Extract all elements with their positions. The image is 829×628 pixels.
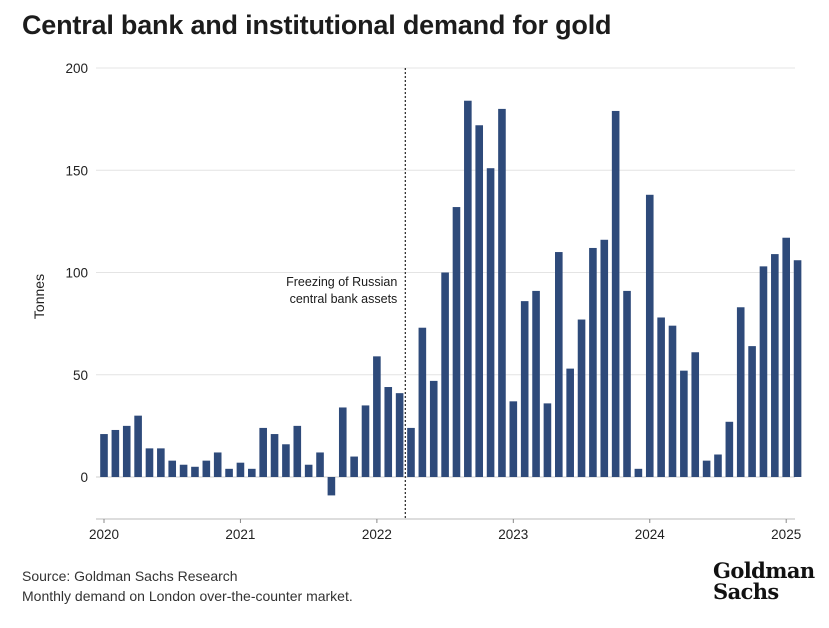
bar: Nov 2024: 103 [759, 266, 768, 477]
y-tick-label: 200 [65, 61, 88, 76]
y-tick-label: 0 [80, 470, 88, 485]
x-tick-label: 2024 [635, 527, 666, 542]
bar: Feb 2020: 23 [111, 429, 120, 477]
bar: Aug 2024: 27 [725, 421, 734, 477]
bar: Jul 2024: 11 [714, 454, 722, 477]
bar: Nov 2023: 91 [623, 290, 631, 477]
bar: Nov 2021: 10 [350, 456, 358, 477]
bar: Sep 2022: 184 [464, 100, 472, 477]
bars: Jan 2020: 21Feb 2020: 23Mar 2020: 25Apr … [100, 100, 802, 496]
bar: Feb 2022: 44 [384, 387, 393, 477]
goldman-sachs-logo: Goldman Sachs [713, 560, 815, 602]
bar: Jul 2021: 6 [304, 464, 313, 477]
bar: Apr 2020: 30 [134, 415, 142, 477]
bar: Oct 2021: 34 [338, 407, 347, 477]
bar: May 2022: 73 [418, 327, 427, 477]
bar: Jan 2025: 117 [782, 237, 790, 477]
y-tick-label: 150 [65, 163, 88, 178]
bar: Jul 2020: 8 [168, 460, 177, 477]
bar: Apr 2024: 52 [680, 370, 688, 477]
bar: May 2023: 110 [555, 252, 563, 477]
y-axis-label: Tonnes [31, 274, 47, 319]
source-note: Source: Goldman Sachs Research Monthly d… [22, 566, 353, 606]
bar: Jan 2022: 59 [373, 356, 381, 477]
bar: Sep 2020: 5 [191, 466, 199, 477]
bar: Mar 2023: 91 [532, 290, 540, 477]
logo-line-1: Goldman [713, 558, 815, 583]
bar: Feb 2024: 78 [657, 317, 665, 477]
bar: Oct 2023: 179 [611, 110, 620, 477]
bar: Jan 2024: 138 [645, 194, 654, 478]
bar: Dec 2021: 35 [361, 405, 370, 477]
x-tick-label: 2022 [362, 527, 392, 542]
bar: Jun 2020: 14 [157, 448, 165, 477]
bar: May 2024: 61 [691, 352, 700, 477]
annotation: Freezing of Russian central bank assets [286, 68, 406, 519]
bar: Oct 2022: 172 [475, 125, 484, 477]
bar: Aug 2022: 132 [452, 207, 461, 477]
bar: Mar 2024: 74 [668, 325, 677, 477]
x-tick-label: 2023 [498, 527, 528, 542]
x-tick-label: 2020 [89, 527, 119, 542]
chart-title: Central bank and institutional demand fo… [22, 10, 612, 40]
bar: Jul 2022: 100 [441, 272, 449, 477]
bar: May 2021: 16 [282, 444, 290, 477]
bar: Jul 2023: 77 [577, 319, 586, 477]
bar: May 2020: 14 [145, 448, 154, 477]
bar: Dec 2024: 109 [771, 254, 779, 477]
bar: Sep 2023: 116 [600, 239, 609, 477]
bar: Feb 2021: 4 [248, 468, 256, 477]
bar: Apr 2021: 21 [270, 434, 279, 477]
bar: Mar 2020: 25 [122, 425, 131, 477]
bar: Sep 2021: -9 [327, 477, 336, 496]
bar: Nov 2020: 12 [213, 452, 222, 477]
source-line: Source: Goldman Sachs Research [22, 568, 238, 584]
y-tick-label: 50 [73, 368, 88, 383]
x-tick-label: 2021 [225, 527, 255, 542]
annotation-text: Freezing of Russian [286, 275, 397, 289]
bar: Apr 2023: 36 [543, 403, 552, 477]
x-tick-label: 2025 [771, 527, 801, 542]
bar: Jun 2023: 53 [566, 368, 574, 477]
note-line: Monthly demand on London over-the-counte… [22, 588, 353, 604]
bar-chart: Jan 2020: 21Feb 2020: 23Mar 2020: 25Apr … [31, 61, 802, 542]
bar: Jan 2020: 21 [100, 434, 108, 477]
bar: Oct 2024: 64 [748, 346, 756, 477]
bar: Feb 2025: 106 [793, 260, 802, 477]
bar: Dec 2020: 4 [225, 468, 233, 477]
bar: Feb 2023: 86 [520, 301, 529, 477]
bar: Mar 2022: 41 [395, 393, 404, 477]
bar: Dec 2023: 4 [634, 468, 643, 477]
bar: Aug 2020: 6 [179, 464, 188, 477]
bar: Jun 2021: 25 [293, 425, 302, 477]
bar: Mar 2021: 24 [259, 427, 267, 477]
y-tick-label: 100 [65, 266, 88, 281]
bar: Aug 2021: 12 [316, 452, 324, 477]
bar: Apr 2022: 24 [407, 427, 415, 477]
bar: Aug 2023: 112 [589, 247, 597, 477]
bar: Nov 2022: 151 [486, 168, 495, 477]
bar: Jun 2024: 8 [702, 460, 711, 477]
bar: Sep 2024: 83 [736, 307, 745, 477]
axes: 0 50 100 150 200 2020 2021 2022 2023 2024 2025 Tonn… [31, 61, 801, 542]
bar: Oct 2020: 8 [202, 460, 211, 477]
annotation-text: central bank assets [290, 292, 398, 306]
bar: Jun 2022: 47 [429, 380, 438, 477]
bar: Jan 2021: 7 [236, 462, 245, 477]
bar: Dec 2022: 180 [498, 108, 506, 478]
logo-line-2: Sachs [713, 579, 779, 604]
bar: Jan 2023: 37 [509, 401, 518, 477]
